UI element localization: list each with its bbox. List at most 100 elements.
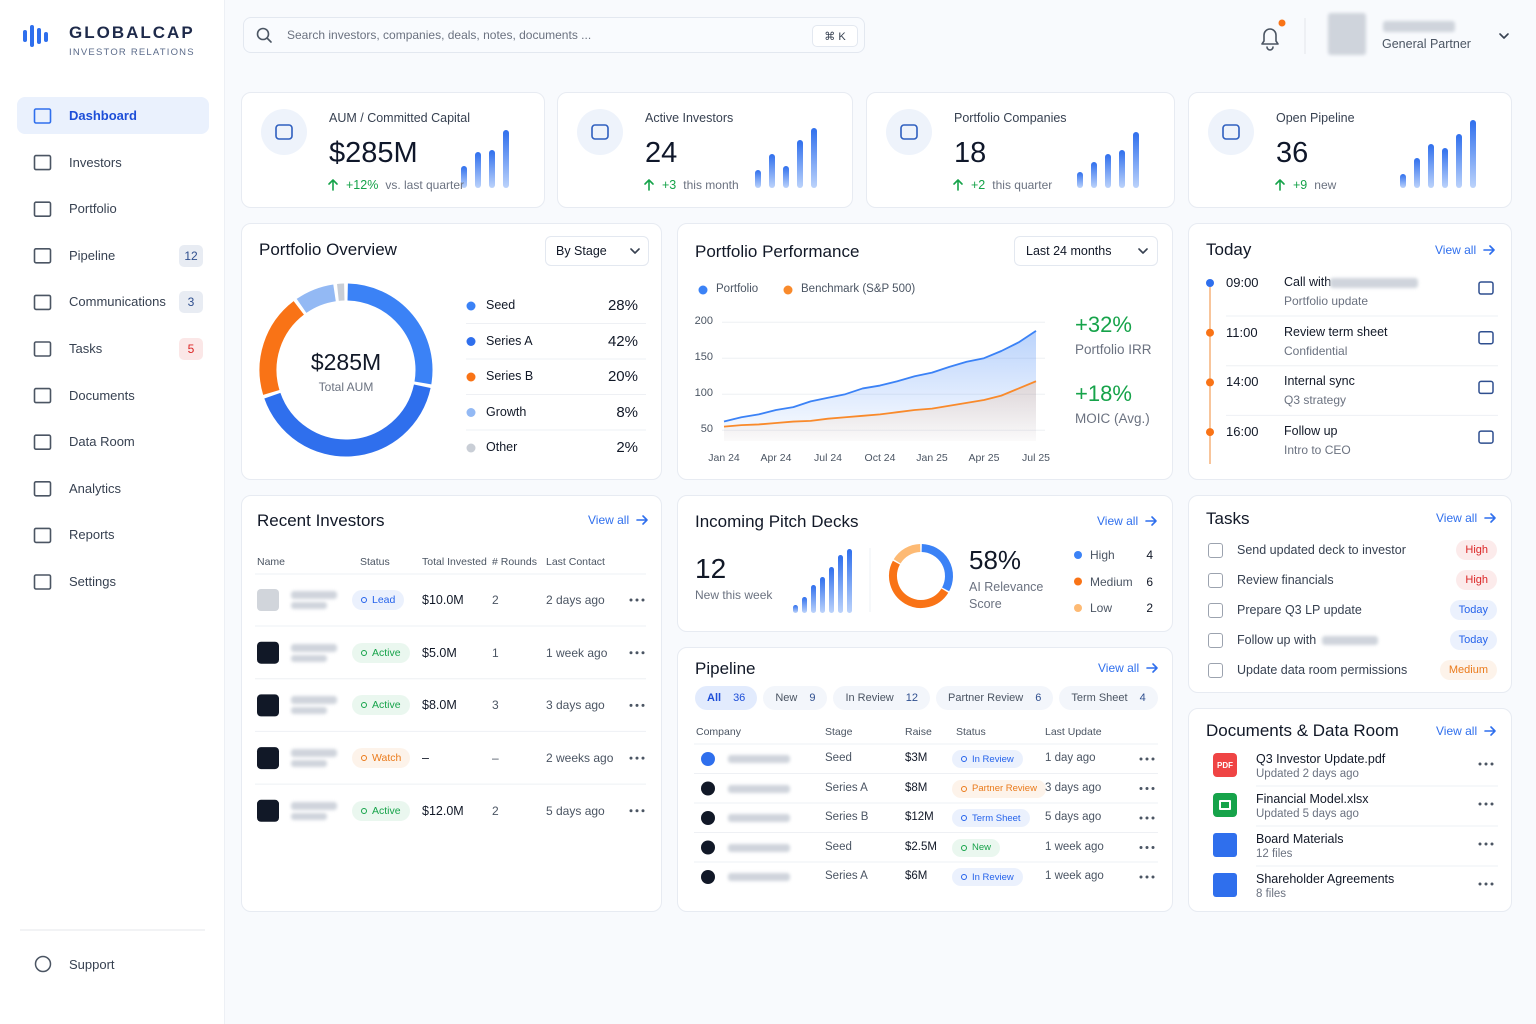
nav-item[interactable]: Dashboard	[69, 108, 137, 123]
card-title: Portfolio Overview	[259, 240, 397, 259]
cell-last-contact: 5 days ago	[546, 803, 605, 818]
pipeline-tab[interactable]: New 9	[763, 686, 828, 710]
task-row: Send updated deck to investor	[1237, 542, 1437, 558]
redacted	[291, 801, 337, 810]
task-checkbox[interactable]	[1208, 663, 1223, 678]
kpi-delta: +3	[662, 178, 677, 192]
task-text: Follow up with	[1237, 633, 1317, 647]
x-tick-label: Jul 24	[813, 452, 843, 464]
cell-rounds: 2	[492, 593, 499, 607]
view-all-link[interactable]: View all	[1436, 511, 1478, 525]
pipeline-tab[interactable]: In Review 12	[833, 686, 930, 710]
kpi-note: vs. last quarter	[385, 178, 465, 192]
legend-value: 28%	[607, 297, 638, 314]
tab-count: 4	[1139, 692, 1146, 704]
legend-label: High	[1090, 548, 1115, 562]
cell-raise: $8M	[905, 781, 928, 794]
cell-invested: $10.0M	[422, 593, 464, 607]
document-meta: 8 files	[1256, 888, 1287, 900]
event-time: 16:00	[1226, 424, 1259, 440]
status-dot	[361, 597, 367, 603]
status-dot	[361, 649, 367, 656]
score-label: AI Relevance Score	[969, 580, 1044, 611]
redacted	[728, 843, 790, 852]
document-name[interactable]: Board Materials	[1256, 832, 1344, 846]
pill-label: Active	[372, 646, 401, 659]
task-checkbox[interactable]	[1208, 543, 1223, 558]
nav-item[interactable]: Data Room	[69, 434, 135, 450]
event-title: Review term sheet	[1284, 324, 1388, 339]
pipeline-tab[interactable]: Partner Review 6	[936, 686, 1054, 710]
view-all-link[interactable]: View all	[588, 513, 630, 527]
task-checkbox[interactable]	[1208, 573, 1223, 588]
status-dot	[361, 807, 367, 814]
document-name[interactable]: Q3 Investor Update.pdf	[1256, 752, 1386, 766]
redacted	[1322, 635, 1379, 645]
nav-item[interactable]: Reports	[69, 527, 115, 543]
redacted	[728, 814, 790, 822]
document-meta: Updated 2 days ago	[1256, 768, 1359, 780]
x-tick-label: Jul 25	[1021, 452, 1051, 464]
x-tick-label: Jan 24	[708, 452, 740, 464]
status-dot	[961, 756, 967, 762]
view-all-link[interactable]: View all	[1098, 661, 1140, 675]
redacted	[728, 873, 790, 881]
pipeline-tab[interactable]: All 36	[695, 686, 758, 710]
legend-label: Seed	[486, 298, 516, 312]
donut-center-value: $285M	[310, 349, 382, 375]
nav-item[interactable]: Tasks	[69, 341, 103, 356]
support-link[interactable]: Support	[69, 957, 115, 972]
nav-item[interactable]: Portfolio	[69, 201, 117, 217]
event-subtitle: Q3 strategy	[1284, 393, 1347, 408]
nav-item[interactable]: Settings	[69, 574, 116, 589]
tab-label: New	[775, 692, 798, 704]
view-all-link[interactable]: View all	[1097, 514, 1139, 528]
priority-pill: High	[1456, 540, 1497, 560]
nav-item[interactable]: Documents	[69, 387, 135, 403]
legend-label: Portfolio	[716, 283, 759, 295]
cell-last-update: 1 day ago	[1045, 752, 1096, 764]
view-all-link[interactable]: View all	[1436, 724, 1478, 738]
pipeline-tabs: All 36 New 9 In Review 12 Partner Review 6 Term …	[695, 686, 1165, 710]
cell-last-contact: 1 week ago	[546, 645, 608, 660]
pill-label: In Review	[972, 871, 1014, 883]
task-checkbox[interactable]	[1208, 633, 1223, 648]
pitch-count-label: New this week	[695, 588, 773, 602]
cell-last-update: 3 days ago	[1045, 781, 1102, 794]
cell-invested: $8.0M	[422, 698, 457, 713]
filter-dropdown[interactable]	[1014, 236, 1158, 266]
status-dot	[961, 844, 967, 851]
view-all-link[interactable]: View all	[1435, 243, 1477, 257]
redacted	[291, 812, 327, 820]
task-checkbox[interactable]	[1208, 603, 1223, 618]
nav-item[interactable]: Communications	[69, 294, 166, 310]
redacted	[291, 591, 337, 599]
document-name[interactable]: Financial Model.xlsx	[1256, 792, 1369, 806]
status-dot	[361, 755, 367, 762]
document-meta: 12 files	[1256, 848, 1293, 860]
task-text: Send updated deck to investor	[1237, 543, 1406, 557]
pipeline-tab[interactable]: Term Sheet 4	[1059, 686, 1158, 710]
column-header: # Rounds	[492, 556, 537, 568]
nav-item[interactable]: Pipeline	[69, 247, 116, 263]
legend-value: 4	[1146, 548, 1153, 562]
cell-invested: $12.0M	[422, 803, 464, 818]
redacted	[291, 602, 327, 609]
tab-count: 6	[1035, 692, 1042, 704]
document-name[interactable]: Shareholder Agreements	[1256, 872, 1395, 886]
pill-label: Active	[372, 699, 401, 712]
kpi-delta: +9	[1293, 178, 1308, 192]
task-row: Follow up with	[1237, 632, 1437, 648]
task-text: Review financials	[1237, 573, 1334, 587]
legend-value: 20%	[607, 368, 638, 385]
pill-label: Partner Review	[972, 783, 1037, 794]
cell-last-contact: 2 weeks ago	[546, 751, 614, 766]
search-box[interactable]	[243, 17, 865, 53]
kpi-value: 18	[954, 137, 987, 169]
nav-item[interactable]: Investors	[69, 154, 122, 170]
filter-dropdown[interactable]	[545, 236, 649, 266]
card-title: Pipeline	[695, 659, 756, 678]
column-header: Last Update	[1045, 726, 1102, 738]
nav-item[interactable]: Analytics	[69, 480, 122, 496]
priority-pill: Medium	[1439, 660, 1497, 680]
